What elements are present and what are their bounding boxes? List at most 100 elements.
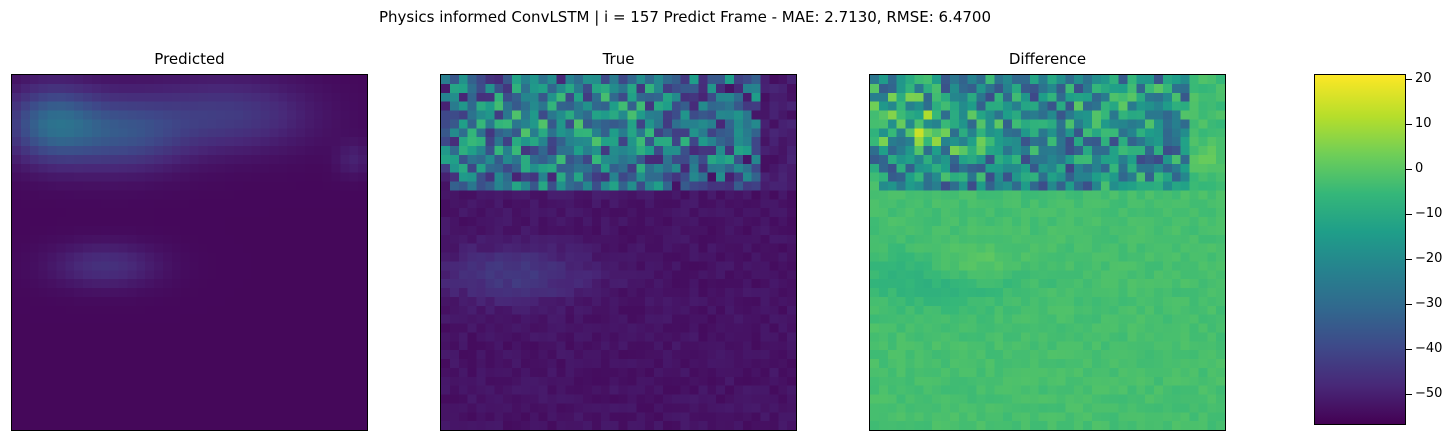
heatmap-cell [583,154,593,164]
heatmap-cell [671,199,681,209]
heatmap-cell [29,172,39,182]
heatmap-cell [671,270,681,280]
heatmap-cell [520,270,530,280]
heatmap-cell [109,110,119,120]
heatmap-cell [878,367,888,377]
heatmap-cell [322,172,332,182]
heatmap-cell [707,279,717,289]
heatmap-cell [654,172,664,182]
heatmap-cell [751,101,761,111]
heatmap-cell [278,243,288,253]
heatmap-cell [1154,119,1164,129]
heatmap-cell [698,172,708,182]
heatmap-cell [449,119,459,129]
heatmap-cell [778,137,788,147]
heatmap-cell [967,225,977,235]
heatmap-cell [556,332,566,342]
heatmap-cell [870,110,880,120]
heatmap-cell [600,323,610,333]
heatmap-cell [591,279,601,289]
heatmap-cell [83,243,93,253]
heatmap-cell [118,412,128,422]
heatmap-cell [751,376,761,386]
heatmap-cell [887,252,897,262]
heatmap-cell [1136,421,1146,430]
heatmap-cell [313,110,323,120]
heatmap-cell [887,110,897,120]
heatmap-cell [627,305,637,315]
heatmap-cell [932,163,942,173]
heatmap-cell [287,128,297,138]
heatmap-cell [538,128,548,138]
heatmap-cell [83,172,93,182]
heatmap-cell [349,261,359,271]
heatmap-cell [189,208,199,218]
heatmap-cell [949,154,959,164]
heatmap-cell [47,341,57,351]
heatmap-cell [1207,403,1217,413]
heatmap-cell [109,394,119,404]
heatmap-cell [1136,234,1146,244]
heatmap-cell [654,217,664,227]
heatmap-cell [520,359,530,369]
heatmap-cell [1029,305,1039,315]
heatmap-cell [870,385,880,395]
heatmap-cell [591,314,601,324]
heatmap-cell [207,314,217,324]
heatmap-cell [449,421,459,430]
heatmap-cell [905,128,915,138]
heatmap-cell [725,367,735,377]
heatmap-cell [38,314,48,324]
heatmap-cell [985,75,995,85]
heatmap-cell [645,359,655,369]
heatmap-cell [296,341,306,351]
heatmap-cell [985,403,995,413]
heatmap-cell [512,234,522,244]
heatmap-cell [180,199,190,209]
heatmap-cell [225,92,235,102]
heatmap-cell [136,261,146,271]
heatmap-cell [304,75,314,85]
heatmap-cell [547,101,557,111]
heatmap-cell [449,83,459,93]
heatmap-cell [1065,110,1075,120]
heatmap-cell [485,146,495,156]
heatmap-cell [689,83,699,93]
heatmap-cell [932,110,942,120]
heatmap-cell [958,181,968,191]
heatmap-cell [242,350,252,360]
heatmap-cell [216,154,226,164]
heatmap-cell [154,119,164,129]
heatmap-cell [787,367,796,377]
heatmap-cell [662,119,672,129]
heatmap-cell [976,350,986,360]
heatmap-cell [287,367,297,377]
heatmap-cell [716,137,726,147]
heatmap-cell [225,323,235,333]
heatmap-cell [645,323,655,333]
heatmap-cell [778,394,788,404]
heatmap-cell [233,146,243,156]
heatmap-cell [725,403,735,413]
heatmap-cell [331,154,341,164]
heatmap-cell [707,252,717,262]
heatmap-cell [1198,101,1208,111]
heatmap-cell [145,128,155,138]
heatmap-cell [1189,332,1199,342]
heatmap-cell [109,421,119,430]
heatmap-cell [520,137,530,147]
heatmap-cell [751,252,761,262]
heatmap-cell [941,367,951,377]
heatmap-cell [503,421,513,430]
heatmap-cell [162,92,172,102]
heatmap-cell [38,128,48,138]
heatmap-cell [1136,385,1146,395]
heatmap-cell [441,279,451,289]
heatmap-cell [331,252,341,262]
heatmap-cell [349,163,359,173]
heatmap-cell [65,101,75,111]
heatmap-cell [189,243,199,253]
heatmap-cell [38,394,48,404]
heatmap-cell [1012,75,1022,85]
heatmap-cell [136,146,146,156]
